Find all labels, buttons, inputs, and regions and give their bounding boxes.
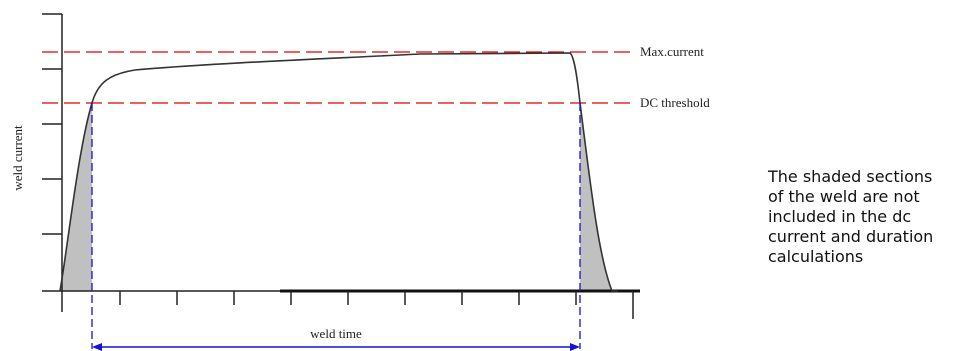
caption-line: included in the dc: [768, 207, 912, 226]
x-axis-ticks: [61, 291, 634, 319]
shaded-sections-caption: The shaded sections of the weld are not …: [768, 167, 968, 267]
weld-time-arrowhead-left: [92, 343, 102, 351]
dc-threshold-label: DC threshold: [640, 95, 710, 110]
ramp-down-shaded-region: [580, 103, 612, 291]
ramp-up-shaded-region: [60, 103, 92, 291]
caption-line: of the weld are not: [768, 187, 920, 206]
weld-current-curve: [59, 52, 618, 292]
weld-time-arrowhead-right: [570, 343, 580, 351]
caption-line: The shaded sections: [768, 167, 933, 186]
y-axis-label: weld current: [10, 125, 25, 191]
caption-line: calculations: [768, 247, 864, 266]
weld-time-label: weld time: [310, 326, 362, 341]
y-axis-ticks: [42, 13, 62, 235]
max-current-label: Max.current: [640, 44, 704, 59]
caption-line: current and duration: [768, 227, 934, 246]
